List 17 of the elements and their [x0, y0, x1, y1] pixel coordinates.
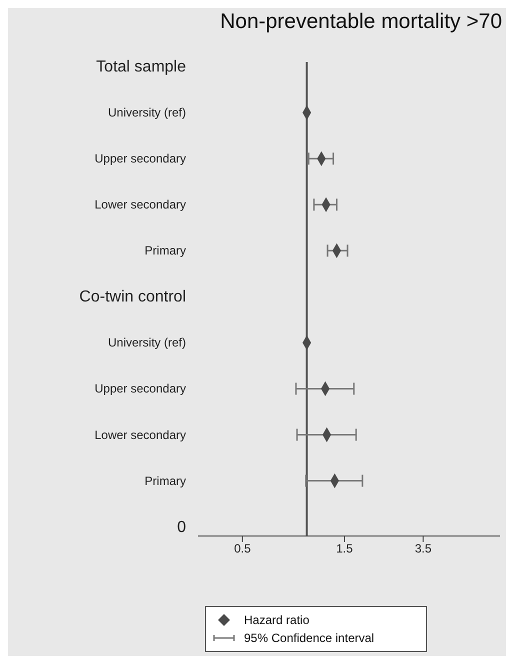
x-tick-label: 3.5	[414, 542, 432, 556]
chart-title: Non-preventable mortality >70	[220, 10, 502, 34]
legend-label: Hazard ratio	[244, 613, 310, 627]
y-tick-label: Upper secondary	[94, 382, 186, 396]
y-tick-label: Total sample	[96, 58, 186, 76]
y-tick-label: University (ref)	[108, 336, 186, 350]
x-tick-label: 0.5	[234, 542, 252, 556]
y-tick-label: Lower secondary	[94, 428, 186, 442]
y-tick-label: Primary	[144, 474, 186, 488]
y-tick-label: Co-twin control	[79, 288, 186, 306]
x-tick-label: 1.5	[336, 542, 354, 556]
text: 95% Confidence interval	[244, 631, 374, 645]
y-tick-label: Lower secondary	[94, 198, 186, 212]
y-tick-label: University (ref)	[108, 106, 186, 120]
y-tick-label: Primary	[144, 244, 186, 258]
y-tick-label: 0	[177, 518, 186, 536]
y-tick-label: Upper secondary	[94, 152, 186, 166]
